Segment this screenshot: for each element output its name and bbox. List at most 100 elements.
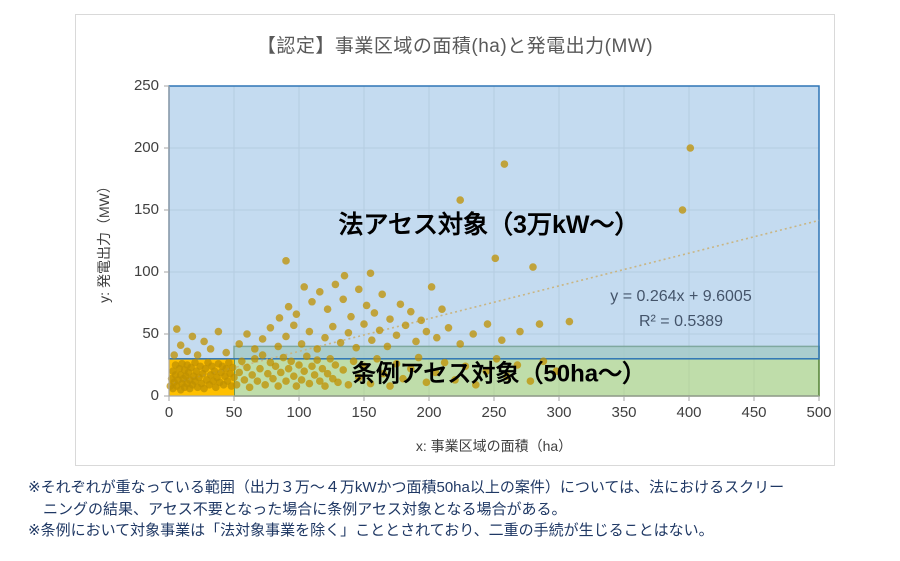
scatter-point <box>321 382 329 390</box>
scatter-point <box>188 332 197 341</box>
scatter-point <box>686 144 695 152</box>
ordinance-assessment-label: 条例アセス対象（50ha～） <box>351 360 647 388</box>
scatter-point <box>526 377 535 385</box>
trendline-equation-block: y = 0.264x + 9.6005 R² = 0.5389 <box>610 284 751 334</box>
chart-title: 【認定】事業区域の面積(ha)と発電出力(MW) <box>256 36 654 57</box>
scatter-point <box>492 355 501 363</box>
scatter-point <box>386 382 394 390</box>
scatter-point <box>308 362 316 371</box>
scatter-point <box>414 353 423 362</box>
scatter-point <box>316 377 324 385</box>
scatter-point <box>313 345 321 353</box>
footnote-line-2: ニングの結果、アセス不要となった場合に条例アセス対象となる場合がある。 <box>28 500 567 518</box>
scatter-point <box>300 283 308 291</box>
scatter-point <box>170 351 178 359</box>
scatter-point <box>228 363 237 372</box>
scatter-plot-canvas <box>164 85 820 401</box>
scatter-point <box>336 338 345 347</box>
scatter-point <box>287 357 295 366</box>
scatter-point <box>258 351 267 359</box>
scatter-point <box>318 364 327 373</box>
x-tick-label: 0 <box>164 404 174 421</box>
scatter-point <box>444 324 453 332</box>
x-tick-label: 400 <box>676 404 702 421</box>
scatter-point <box>323 369 332 378</box>
y-tick-label: 200 <box>133 139 159 156</box>
scatter-point <box>200 337 208 346</box>
scatter-point <box>366 379 375 388</box>
scatter-point <box>412 337 420 346</box>
scatter-point <box>295 361 303 369</box>
scatter-point <box>329 322 337 331</box>
scatter-point <box>366 269 375 278</box>
scatter-point <box>290 321 298 330</box>
scatter-point <box>279 353 288 362</box>
scatter-point <box>379 369 388 378</box>
scatter-point <box>483 320 492 328</box>
scatter-point <box>245 383 254 392</box>
scatter-point <box>308 297 316 306</box>
scatter-point <box>261 381 269 389</box>
x-tick-label: 100 <box>286 404 312 421</box>
scatter-point <box>248 371 256 379</box>
scatter-point <box>433 333 441 342</box>
scatter-point <box>214 327 223 336</box>
scatter-point <box>300 367 308 376</box>
scatter-point <box>396 300 405 309</box>
scatter-point <box>297 340 306 348</box>
scatter-point <box>422 327 431 336</box>
scatter-point <box>431 368 440 377</box>
region-law-assessment <box>168 85 820 360</box>
scatter-point <box>355 373 363 382</box>
scatter-point <box>349 357 358 366</box>
scatter-point <box>305 379 314 388</box>
scatter-point <box>321 333 329 342</box>
scatter-point <box>305 327 314 336</box>
scatter-point <box>375 326 384 335</box>
x-tick-label: 500 <box>806 404 832 421</box>
scatter-point <box>331 280 340 289</box>
scatter-point <box>456 340 465 348</box>
scatter-point <box>469 330 478 338</box>
scatter-point <box>275 314 284 322</box>
footnotes: ※それぞれが重なっている範囲（出力３万～４万kWかつ面積50ha以上の案件）につ… <box>28 477 878 542</box>
scatter-point <box>565 317 574 326</box>
scatter-point <box>516 327 524 336</box>
scatter-point <box>407 307 415 316</box>
x-axis-title: x: 事業区域の面積（ha） <box>415 438 573 454</box>
scatter-point <box>323 305 332 313</box>
scatter-point <box>503 372 511 380</box>
scatter-point <box>472 381 480 389</box>
scatter-point <box>331 361 340 369</box>
scatter-point <box>284 364 293 373</box>
scatter-point <box>383 342 392 351</box>
y-tick-label: 0 <box>150 387 159 404</box>
scatter-point <box>292 382 301 390</box>
scatter-point <box>360 362 368 371</box>
scatter-point <box>232 381 241 389</box>
scatter-point <box>535 320 544 328</box>
scatter-point <box>539 357 548 366</box>
scatter-point <box>222 348 230 357</box>
x-tick-label: 450 <box>741 404 767 421</box>
scatter-point <box>297 376 306 384</box>
y-axis-title: y: 発電出力（MW） <box>96 179 112 303</box>
scatter-point <box>303 352 311 361</box>
scatter-point <box>392 331 401 340</box>
scatter-point <box>529 263 537 271</box>
scatter-point <box>183 347 191 356</box>
scatter-point <box>451 376 459 384</box>
scatter-point <box>482 367 491 376</box>
scatter-point <box>282 332 290 341</box>
scatter-point <box>238 357 246 366</box>
scatter-point <box>176 341 185 349</box>
y-tick-label: 150 <box>133 201 159 218</box>
scatter-point <box>552 367 561 376</box>
scatter-point <box>440 358 449 367</box>
scatter-point <box>243 363 251 372</box>
scatter-point <box>360 320 368 328</box>
scatter-point <box>258 335 267 343</box>
trendline-r-squared: R² = 0.5389 <box>638 313 724 330</box>
scatter-point <box>355 285 363 294</box>
